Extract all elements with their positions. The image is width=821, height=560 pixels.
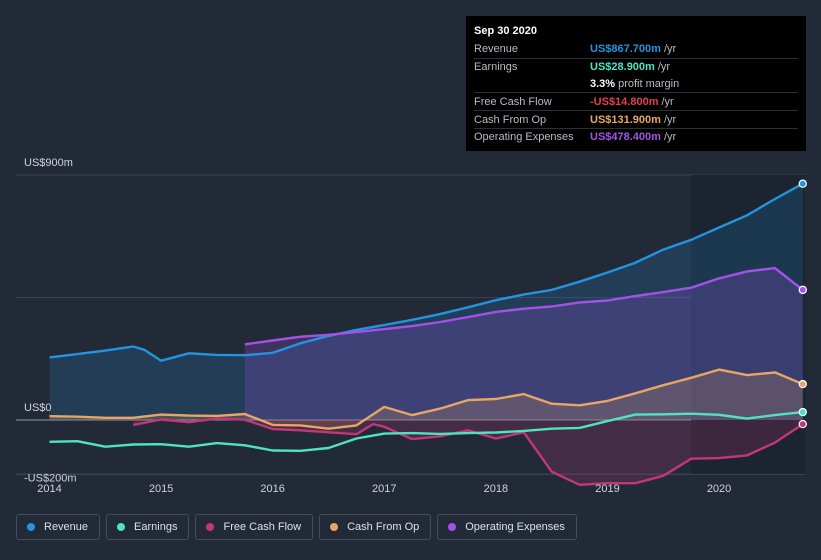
legend-item-revenue[interactable]: Revenue [16,514,101,540]
tooltip-value: US$478.400m [590,131,661,144]
legend-dot-icon [330,523,339,531]
chart-grid [16,174,805,475]
legend-label: Free Cash Flow [223,521,302,533]
legend-dot-icon [448,523,457,531]
chart-fills [49,183,803,485]
tooltip-value: US$131.900m [590,113,661,126]
tooltip-row-profit-margin: 3.3% profit margin [474,76,798,93]
cash-from-op-end-marker [798,379,807,389]
tooltip: Sep 30 2020 Revenue US$867.700m /yr Earn… [466,16,806,151]
revenue-line [49,182,804,362]
x-tick-label: 2014 [37,483,61,495]
legend-dot-icon [27,523,35,531]
x-tick-label: 2018 [484,483,508,495]
tooltip-unit: /yr [663,131,677,144]
tooltip-label: Cash From Op [474,113,547,126]
earnings-end-marker [798,407,807,417]
tooltip-value: US$867.700m [590,43,661,56]
legend-item-earnings[interactable]: Earnings [106,514,190,540]
legend-label: Revenue [44,521,89,533]
earnings-line [49,410,803,452]
tooltip-value: 3.3% [590,77,616,90]
y-axis-labels: US$900m US$0 -US$200m [24,157,77,484]
tooltip-unit: /yr [661,95,674,108]
tooltip-label: Operating Expenses [474,131,574,144]
tooltip-value: -US$14.800m [590,95,659,108]
y-tick-label: -US$200m [24,472,77,484]
forecast-band [691,175,805,474]
legend-label: Earnings [134,521,178,533]
tooltip-unit: /yr [663,113,677,126]
legend-item-operating-expenses[interactable]: Operating Expenses [437,514,577,540]
operating-expenses-line [244,266,804,346]
cash-from-op-area [49,369,803,429]
legend-label: Operating Expenses [465,521,565,533]
tooltip-row-revenue: Revenue US$867.700m /yr [474,41,798,58]
chart-lines [49,182,804,486]
x-tick-label: 2017 [372,483,396,495]
tooltip-value: US$28.900m [590,61,655,74]
legend-dot-icon [117,523,126,531]
x-tick-label: 2020 [707,483,731,495]
legend: Revenue Earnings Free Cash Flow Cash Fro… [16,514,577,542]
x-tick-label: 2015 [149,483,173,495]
tooltip-label: Earnings [474,61,518,74]
free-cash-flow-end-marker [798,419,807,429]
x-tick-label: 2016 [260,483,284,495]
tooltip-row-earnings: Earnings US$28.900m /yr [474,57,798,76]
tooltip-label: Free Cash Flow [474,95,552,108]
operating-expenses-end-marker [798,285,807,295]
tooltip-label: Revenue [474,43,519,56]
revenue-area [49,183,803,420]
legend-item-free-cash-flow[interactable]: Free Cash Flow [195,514,314,540]
x-axis-labels: 2014 2015 2016 2017 2018 2019 2020 [37,483,731,495]
tooltip-unit: /yr [663,43,677,56]
chart: US$900m US$0 -US$200m 2014 2015 2016 2017 2018… [16,157,807,495]
cash-from-op-line [49,368,804,430]
chart-end-markers [798,179,807,429]
tooltip-unit: profit margin [618,77,680,90]
revenue-end-marker [798,179,807,188]
legend-label: Cash From Op [347,521,420,533]
legend-dot-icon [206,523,215,531]
free-cash-flow-area [133,418,803,485]
tooltip-row-cash-from-op: Cash From Op US$131.900m /yr [474,110,798,128]
legend-item-cash-from-op[interactable]: Cash From Op [319,514,432,540]
tooltip-row-free-cash-flow: Free Cash Flow -US$14.800m /yr [474,92,798,110]
tooltip-row-operating-expenses: Operating Expenses US$478.400m /yr [474,127,798,146]
operating-expenses-area [244,268,803,420]
tooltip-date: Sep 30 2020 [474,25,537,37]
y-tick-label: US$0 [24,402,52,414]
tooltip-unit: /yr [657,61,671,74]
x-tick-label: 2019 [595,483,619,495]
y-tick-label: US$900m [24,157,73,169]
